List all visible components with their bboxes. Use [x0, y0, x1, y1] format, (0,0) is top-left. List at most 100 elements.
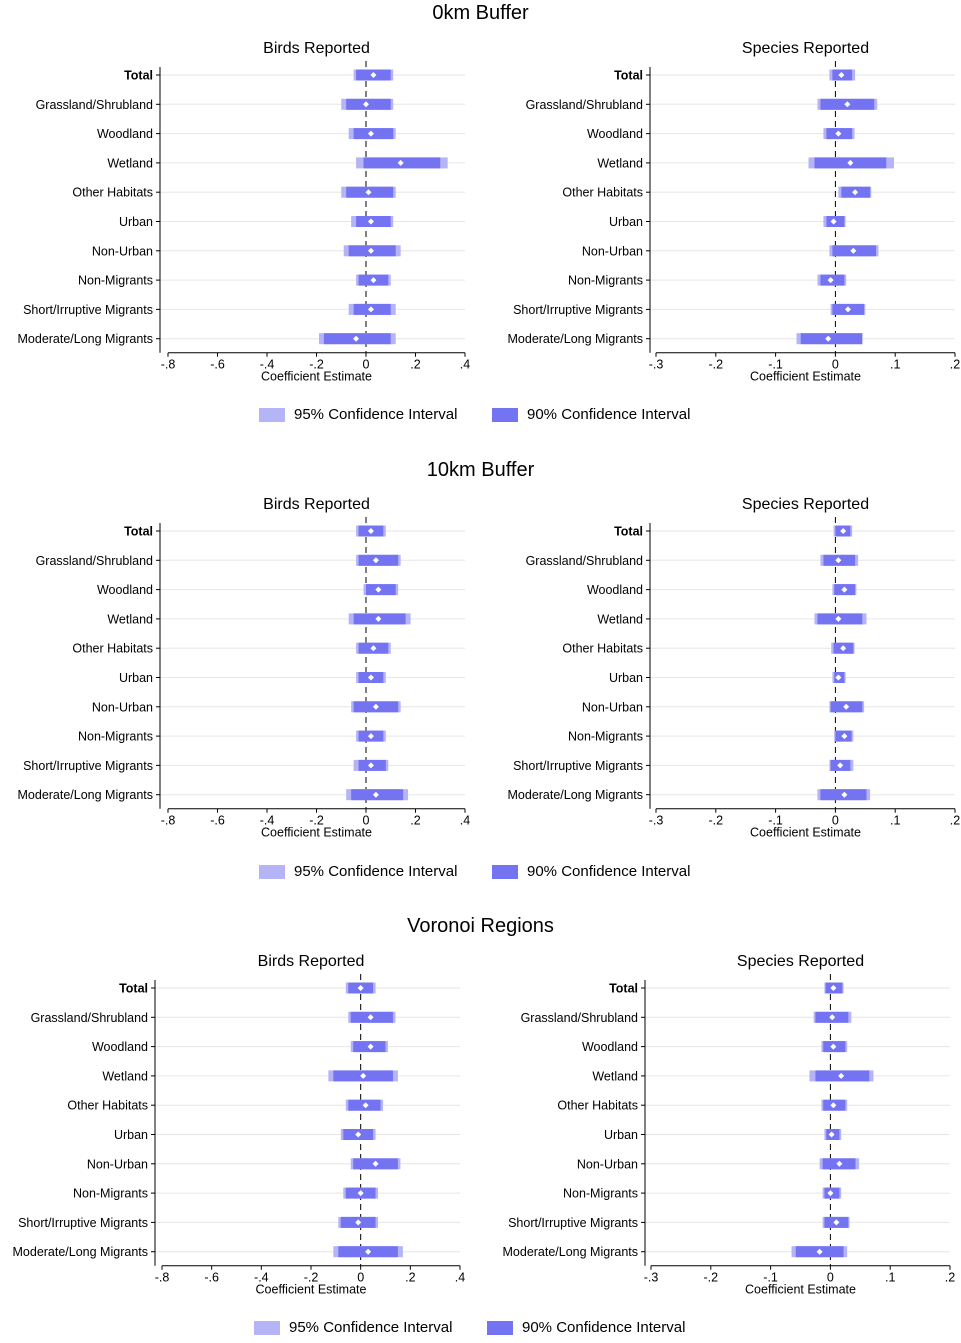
- x-tick-label: 0: [363, 814, 370, 828]
- x-axis-label: Coefficient Estimate: [750, 370, 861, 384]
- subplot-title: Birds Reported: [258, 953, 365, 970]
- point-estimate: [367, 130, 374, 137]
- category-label: Total: [124, 525, 153, 539]
- subplot-title: Species Reported: [742, 40, 869, 57]
- point-estimate: [370, 277, 377, 284]
- category-label: Non-Urban: [582, 244, 643, 258]
- category-label: Urban: [119, 671, 153, 685]
- x-tick-label: .4: [455, 1271, 465, 1285]
- category-label: Grassland/Shrubland: [526, 554, 643, 568]
- category-label: Wetland: [592, 1069, 638, 1083]
- category-label: Woodland: [97, 127, 153, 141]
- legend-label-ci95: 95% Confidence Interval: [294, 406, 458, 423]
- point-estimate: [838, 72, 845, 78]
- x-axis-label: Coefficient Estimate: [261, 826, 372, 840]
- point-estimate: [367, 218, 374, 225]
- point-estimate: [367, 762, 374, 769]
- point-estimate: [827, 1190, 834, 1197]
- point-estimate: [828, 1131, 835, 1138]
- x-tick-label: 0: [832, 358, 839, 372]
- subplot-title: Species Reported: [742, 496, 869, 513]
- category-label: Other Habitats: [557, 1099, 638, 1113]
- category-label: Non-Migrants: [78, 274, 153, 288]
- x-tick-label: .2: [410, 814, 420, 828]
- x-tick-label: -.6: [210, 814, 225, 828]
- category-label: Total: [614, 525, 643, 539]
- panel-title-voronoi: Voronoi Regions: [407, 915, 554, 937]
- category-label: Grassland/Shrubland: [526, 98, 643, 112]
- legend-label-ci90: 90% Confidence Interval: [527, 863, 691, 880]
- x-axis-label: Coefficient Estimate: [256, 1283, 367, 1297]
- category-label: Non-Urban: [87, 1157, 148, 1171]
- category-label: Other Habitats: [67, 1099, 148, 1113]
- point-estimate: [367, 528, 374, 534]
- category-label: Urban: [119, 215, 153, 229]
- point-estimate: [363, 101, 369, 108]
- legend-10km: 95% Confidence Interval 90% Confidence I…: [0, 863, 961, 887]
- x-tick-label: .4: [460, 358, 470, 372]
- point-estimate: [852, 189, 859, 196]
- point-estimate: [367, 1014, 374, 1021]
- x-tick-label: .2: [950, 814, 960, 828]
- category-label: Non-Migrants: [568, 274, 643, 288]
- category-label: Other Habitats: [562, 186, 643, 200]
- category-label: Short/Irruptive Migrants: [18, 1216, 148, 1230]
- category-label: Moderate/Long Migrants: [18, 332, 154, 346]
- point-estimate: [816, 1248, 823, 1255]
- point-estimate: [835, 615, 842, 622]
- point-estimate: [355, 1219, 362, 1226]
- point-estimate: [835, 130, 842, 137]
- ci95-swatch: [259, 407, 285, 422]
- point-estimate: [372, 791, 379, 798]
- category-label: Moderate/Long Migrants: [508, 788, 644, 802]
- x-tick-label: -.2: [309, 814, 324, 828]
- legend-item-ci95: 95% Confidence Interval: [259, 863, 457, 880]
- category-label: Short/Irruptive Migrants: [23, 303, 153, 317]
- legend-label-ci90: 90% Confidence Interval: [527, 406, 691, 423]
- x-tick-label: .2: [945, 1271, 955, 1285]
- point-estimate: [370, 645, 377, 652]
- category-label: Short/Irruptive Migrants: [23, 759, 153, 773]
- point-estimate: [370, 72, 377, 78]
- x-tick-label: -.1: [768, 358, 783, 372]
- x-tick-label: -.3: [644, 1271, 659, 1285]
- x-axis-label: Coefficient Estimate: [745, 1283, 856, 1297]
- category-label: Grassland/Shrubland: [521, 1011, 638, 1025]
- x-tick-label: -.8: [161, 358, 176, 372]
- point-estimate: [362, 1102, 369, 1109]
- point-estimate: [367, 247, 374, 254]
- category-label: Total: [609, 982, 638, 996]
- x-tick-label: .4: [460, 814, 470, 828]
- point-estimate: [357, 985, 364, 991]
- point-estimate: [827, 277, 834, 284]
- x-tick-label: -.2: [704, 1271, 719, 1285]
- point-estimate: [830, 985, 837, 991]
- point-estimate: [835, 674, 842, 681]
- category-label: Moderate/Long Migrants: [508, 332, 644, 346]
- point-estimate: [830, 1043, 837, 1050]
- point-estimate: [367, 733, 374, 740]
- x-tick-label: .1: [890, 358, 900, 372]
- x-tick-label: -.2: [709, 358, 724, 372]
- point-estimate: [367, 306, 374, 313]
- legend-label-ci90: 90% Confidence Interval: [522, 1319, 686, 1336]
- x-axis-label: Coefficient Estimate: [261, 370, 372, 384]
- point-estimate: [367, 674, 374, 681]
- ci95-swatch: [259, 864, 285, 879]
- x-tick-label: -.6: [210, 358, 225, 372]
- ci90-swatch: [487, 1320, 513, 1335]
- point-estimate: [372, 703, 379, 710]
- legend-item-ci95: 95% Confidence Interval: [254, 1319, 452, 1336]
- point-estimate: [372, 557, 379, 564]
- point-estimate: [829, 1014, 836, 1021]
- point-estimate: [836, 1160, 843, 1167]
- x-tick-label: -.4: [260, 358, 275, 372]
- x-tick-label: 0: [832, 814, 839, 828]
- subplot-title: Birds Reported: [263, 40, 370, 57]
- category-label: Wetland: [597, 612, 643, 626]
- legend-label-ci95: 95% Confidence Interval: [289, 1319, 453, 1336]
- category-label: Urban: [114, 1128, 148, 1142]
- category-label: Short/Irruptive Migrants: [513, 303, 643, 317]
- point-estimate: [833, 1219, 840, 1226]
- x-tick-label: 0: [363, 358, 370, 372]
